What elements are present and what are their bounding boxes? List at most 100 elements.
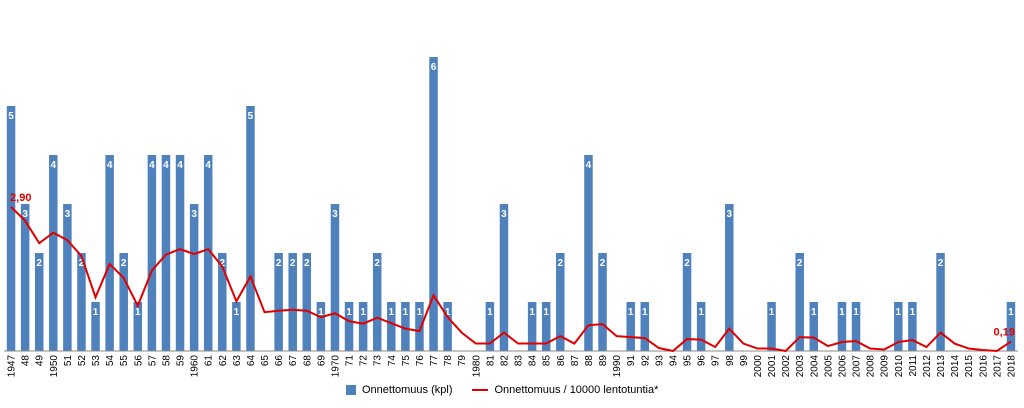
bar-label-48: 3 (22, 209, 28, 220)
bar-label-2013: 2 (938, 258, 944, 269)
x-tick-label: 48 (21, 355, 32, 367)
x-tick-label: 89 (598, 355, 609, 367)
bar-label-91: 1 (628, 307, 634, 318)
x-tick-label: 75 (401, 355, 412, 367)
rate-label-last: 0,19 (994, 327, 1015, 339)
bar-1947 (6, 106, 16, 351)
bar-52 (77, 253, 86, 351)
x-tick-label: 2002 (781, 355, 792, 378)
legend-label-bars: Onnettomuus (kpl) (362, 384, 453, 396)
bar-label-58: 4 (163, 160, 169, 171)
bar-66 (274, 253, 283, 351)
x-tick-label: 2007 (852, 355, 863, 378)
bar-label-2010: 1 (896, 307, 902, 318)
legend-item-line: Onnettomuus / 10000 lentotuntia* (472, 384, 658, 396)
bar-label-96: 1 (698, 307, 704, 318)
x-tick-label: 84 (528, 355, 539, 367)
x-tick-label: 53 (91, 355, 102, 367)
x-tick-label: 2006 (837, 355, 848, 378)
bar-72 (358, 302, 368, 351)
x-tick-label: 97 (711, 355, 722, 367)
x-tick-label: 79 (457, 355, 468, 367)
bar-85 (541, 302, 551, 351)
x-tick-label: 1960 (190, 355, 201, 378)
rate-label-first: 2,90 (10, 192, 31, 204)
bar-label-74: 1 (389, 307, 395, 318)
bar-label-66: 2 (276, 258, 282, 269)
bar-2006 (837, 302, 847, 351)
bar-2004 (809, 302, 819, 351)
x-tick-label: 88 (584, 355, 595, 367)
bar-label-2018: 1 (1008, 307, 1014, 318)
bar-98 (725, 204, 734, 351)
x-tick-label: 74 (387, 355, 398, 367)
bar-64 (246, 106, 255, 351)
bar-91 (626, 302, 635, 351)
x-tick-label: 2003 (795, 355, 806, 378)
bar-51 (63, 204, 72, 351)
bar-label-59: 4 (177, 160, 183, 171)
bar-label-88: 4 (586, 160, 592, 171)
bar-88 (584, 155, 593, 351)
x-axis-tick-labels: 1947 48 49 1950 51 52 53 54 55 56 57 58 59 1960 61 62 63… (7, 355, 1018, 378)
rate-labels: 2,90 0,19 (10, 192, 1015, 339)
x-tick-label: 61 (204, 355, 215, 367)
bar-label-2007: 1 (853, 307, 859, 318)
bar-label-1970: 3 (332, 209, 338, 220)
bar-68 (302, 253, 312, 351)
bar-58 (161, 155, 171, 351)
bar-61 (203, 155, 213, 351)
x-tick-label: 2005 (823, 355, 834, 378)
bar-59 (175, 155, 185, 351)
bar-96 (696, 302, 706, 351)
x-tick-label: 56 (133, 355, 144, 367)
bar-label-56: 1 (135, 307, 141, 318)
bar-label-77: 6 (431, 62, 437, 73)
bar-1960 (189, 204, 199, 351)
x-tick-label: 2015 (964, 355, 975, 378)
bar-81 (485, 302, 495, 351)
x-tick-label: 96 (697, 355, 708, 367)
x-tick-label: 2012 (922, 355, 933, 378)
bar-label-1947: 5 (8, 111, 14, 122)
bar-label-89: 2 (600, 258, 606, 269)
bar-label-52: 2 (79, 258, 85, 269)
rate-line (10, 206, 1012, 353)
bar-67 (288, 253, 297, 351)
bar-label-63: 1 (234, 307, 240, 318)
bar-label-2004: 1 (811, 307, 817, 318)
x-tick-label: 2001 (767, 355, 778, 378)
legend-bar-swatch (346, 385, 356, 395)
bar-63 (232, 302, 241, 351)
x-tick-label: 1950 (49, 355, 60, 378)
x-tick-label: 78 (443, 355, 454, 367)
x-tick-label: 2011 (908, 355, 919, 377)
x-tick-label: 55 (119, 355, 130, 367)
x-tick-label: 99 (739, 355, 750, 367)
bar-label-2011: 1 (910, 307, 916, 318)
bar-label-62: 2 (220, 258, 226, 269)
x-tick-label: 72 (359, 355, 370, 367)
x-tick-label: 54 (105, 355, 116, 367)
legend-item-bars: Onnettomuus (kpl) (346, 384, 452, 396)
bar-55 (119, 253, 128, 351)
bar-89 (598, 253, 607, 351)
x-tick-label: 2018 (1006, 355, 1017, 378)
bar-label-82: 3 (501, 209, 507, 220)
bar-73 (372, 253, 382, 351)
bar-78 (443, 302, 452, 351)
bar-label-51: 3 (65, 209, 71, 220)
bar-label-95: 2 (684, 258, 690, 269)
bar-54 (105, 155, 114, 351)
x-tick-label: 86 (556, 355, 567, 367)
bar-74 (387, 302, 396, 351)
x-tick-label: 1947 (7, 355, 18, 378)
x-tick-label: 2008 (866, 355, 877, 378)
bar-1970 (330, 204, 340, 351)
x-tick-label: 69 (316, 355, 327, 367)
bar-label-2001: 1 (769, 307, 775, 318)
x-tick-label: 1970 (330, 355, 341, 378)
x-tick-label: 1980 (471, 355, 482, 378)
bar-86 (556, 253, 565, 351)
